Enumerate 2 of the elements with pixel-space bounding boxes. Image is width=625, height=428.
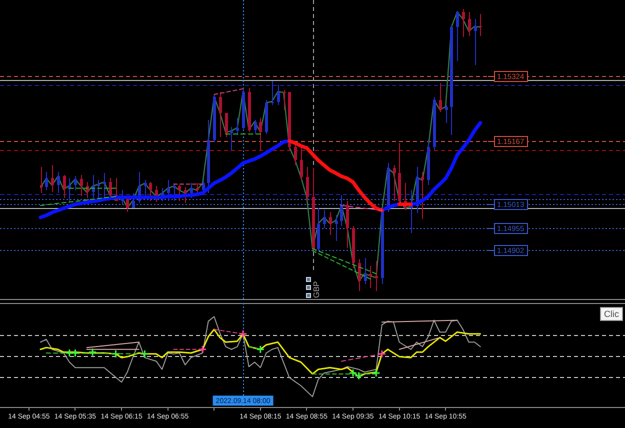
annotation: Clic (604, 308, 620, 319)
ref-line-label: GBP (312, 281, 322, 298)
